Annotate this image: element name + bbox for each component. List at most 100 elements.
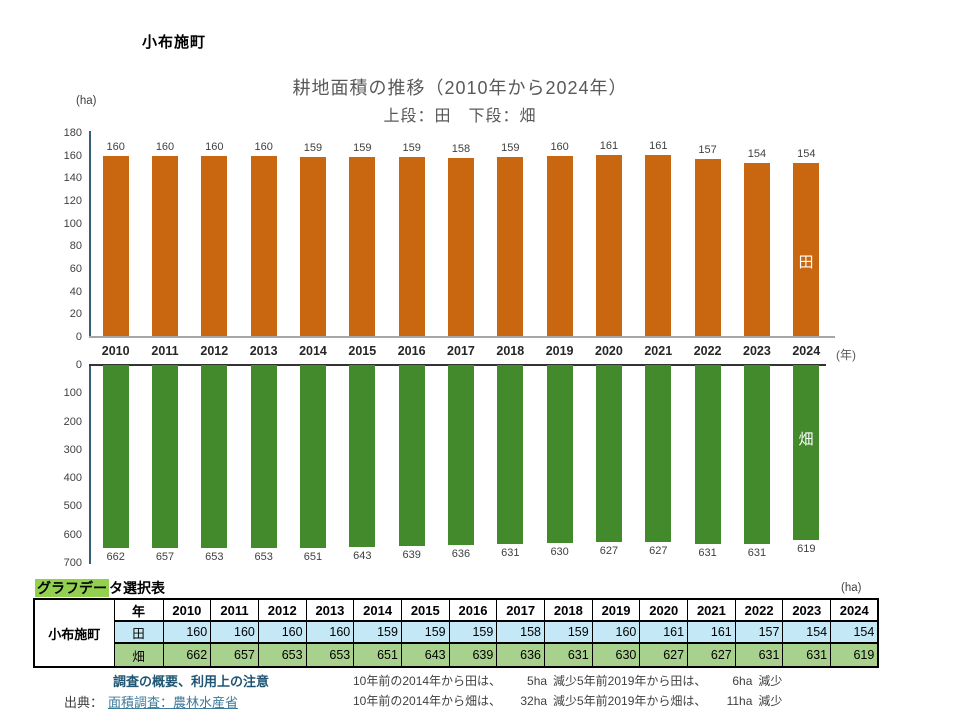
ta-bar-value-2017: 158 xyxy=(452,144,470,155)
hatake-bar-2014 xyxy=(300,365,326,548)
table-year-header-2017: 2017 xyxy=(497,599,545,621)
hatake-bar-value-2024: 619 xyxy=(797,544,815,555)
note-label: 5年前2019年から畑は、 xyxy=(577,693,706,709)
x-tick-2016: 2016 xyxy=(387,344,436,358)
top-chart-y-axis: 180160140120100806040200 xyxy=(44,133,82,337)
table-cell-田-2011: 160 xyxy=(211,621,259,643)
top-y-tick-80: 80 xyxy=(44,239,82,253)
table-year-header-2016: 2016 xyxy=(449,599,497,621)
table-cell-田-2019: 160 xyxy=(592,621,640,643)
hatake-bar-value-2020: 627 xyxy=(600,546,618,557)
table-year-header-2022: 2022 xyxy=(735,599,783,621)
bottom-chart-bars: 6626576536536516436396366316306276276316… xyxy=(91,365,831,563)
table-cell-畑-2014: 651 xyxy=(354,643,402,667)
note-label: 10年前の2014年から田は、 xyxy=(353,673,501,689)
hatake-bar-value-2012: 653 xyxy=(205,552,223,563)
top-y-tick-100: 100 xyxy=(44,217,82,231)
x-tick-2012: 2012 xyxy=(190,344,239,358)
x-axis-unit-label: (年) xyxy=(836,346,856,363)
chart-title: 耕地面積の推移（2010年から2024年） xyxy=(90,74,830,100)
hatake-bar-slot-2017: 636 xyxy=(436,365,485,563)
note-suffix: 減少 xyxy=(758,693,782,709)
bottom-y-tick-700: 700 xyxy=(44,556,82,570)
bottom-y-tick-0: 0 xyxy=(44,358,82,372)
note-5yr-ta: 5年前2019年から田は、6ha減少 xyxy=(577,673,782,689)
y-axis-unit-label: (ha) xyxy=(76,95,96,107)
table-cell-畑-2011: 657 xyxy=(211,643,259,667)
hatake-bar-slot-2021: 627 xyxy=(634,365,683,563)
hatake-bar-2012 xyxy=(201,365,227,548)
table-year-header-2021: 2021 xyxy=(688,599,736,621)
ta-bar-2015 xyxy=(349,157,375,337)
hatake-bar-2011 xyxy=(152,365,178,548)
note-amount: 11ha xyxy=(706,693,752,709)
table-cell-田-2021: 161 xyxy=(688,621,736,643)
top-y-tick-180: 180 xyxy=(44,126,82,140)
ta-bar-2011 xyxy=(152,156,178,337)
table-year-header-2010: 2010 xyxy=(163,599,211,621)
table-year-header-2011: 2011 xyxy=(211,599,259,621)
table-cell-田-2020: 161 xyxy=(640,621,688,643)
hatake-bar-slot-2022: 631 xyxy=(683,365,732,563)
ta-bar-slot-2022: 157 xyxy=(683,133,732,337)
note-5yr-hatake: 5年前2019年から畑は、11ha 減少 xyxy=(577,693,782,709)
hatake-bar-value-2010: 662 xyxy=(106,552,124,563)
source-link[interactable]: 面積調査：農林水産省 xyxy=(108,692,238,711)
ta-bar-slot-2016: 159 xyxy=(387,133,436,337)
hatake-bar-2023 xyxy=(744,365,770,544)
hatake-bar-2022 xyxy=(695,365,721,544)
survey-overview-link[interactable]: 調査の概要、利用上の注意 xyxy=(113,671,269,690)
ta-bar-2014 xyxy=(300,157,326,337)
bottom-chart-y-axis: 0100200300400500600700 xyxy=(44,365,82,563)
hatake-bar-value-2017: 636 xyxy=(452,549,470,560)
table-caption: グラフデータ選択表 xyxy=(35,578,165,598)
ta-bar-slot-2011: 160 xyxy=(140,133,189,337)
ta-bar-slot-2024: 154 xyxy=(782,133,831,337)
table-year-header-2012: 2012 xyxy=(258,599,306,621)
top-y-tick-40: 40 xyxy=(44,285,82,299)
hatake-bar-value-2015: 643 xyxy=(353,551,371,562)
table-row-label-田: 田 xyxy=(114,621,163,643)
series-label-ta: 田 xyxy=(798,251,813,272)
ta-bar-value-2018: 159 xyxy=(501,143,519,154)
x-axis-year-labels: 2010201120122013201420152016201720182019… xyxy=(91,344,831,358)
table-year-header-2024: 2024 xyxy=(831,599,879,621)
ta-bar-value-2020: 161 xyxy=(600,141,618,152)
table-cell-畑-2020: 627 xyxy=(640,643,688,667)
top-chart-bars: 1601601601601591591591581591601611611571… xyxy=(91,133,831,337)
note-label: 5年前2019年から田は、 xyxy=(577,673,706,689)
bottom-y-tick-200: 200 xyxy=(44,415,82,429)
table-cell-畑-2010: 662 xyxy=(163,643,211,667)
ta-bar-value-2015: 159 xyxy=(353,143,371,154)
ta-bar-slot-2014: 159 xyxy=(288,133,337,337)
note-suffix: 減少 xyxy=(553,673,577,689)
table-year-header-2014: 2014 xyxy=(354,599,402,621)
top-y-tick-0: 0 xyxy=(44,330,82,344)
chart-subtitle: 上段：田 下段：畑 xyxy=(90,102,830,126)
note-suffix: 減少 xyxy=(758,673,782,689)
hatake-bar-slot-2011: 657 xyxy=(140,365,189,563)
x-tick-2020: 2020 xyxy=(584,344,633,358)
ta-bar-value-2011: 160 xyxy=(156,142,174,153)
note-10yr-ta: 10年前の2014年から田は、5ha減少 xyxy=(353,673,577,689)
ta-bar-2012 xyxy=(201,156,227,337)
ta-bar-slot-2023: 154 xyxy=(732,133,781,337)
table-cell-田-2023: 154 xyxy=(783,621,831,643)
hatake-bar-2024 xyxy=(793,365,819,540)
note-amount: 32ha xyxy=(501,693,547,709)
table-cell-畑-2015: 643 xyxy=(401,643,449,667)
table-year-header-2020: 2020 xyxy=(640,599,688,621)
ta-bar-value-2019: 160 xyxy=(550,142,568,153)
ta-bar-value-2014: 159 xyxy=(304,143,322,154)
hatake-bar-2021 xyxy=(645,365,671,542)
hatake-bar-2018 xyxy=(497,365,523,544)
table-cell-畑-2018: 631 xyxy=(545,643,593,667)
table-cell-田-2014: 159 xyxy=(354,621,402,643)
table-header-row: 小布施町年20102011201220132014201520162017201… xyxy=(34,599,878,621)
hatake-bar-2013 xyxy=(251,365,277,548)
top-y-tick-60: 60 xyxy=(44,262,82,276)
hatake-bar-slot-2014: 651 xyxy=(288,365,337,563)
x-tick-2015: 2015 xyxy=(338,344,387,358)
table-cell-田-2016: 159 xyxy=(449,621,497,643)
x-tick-2014: 2014 xyxy=(288,344,337,358)
